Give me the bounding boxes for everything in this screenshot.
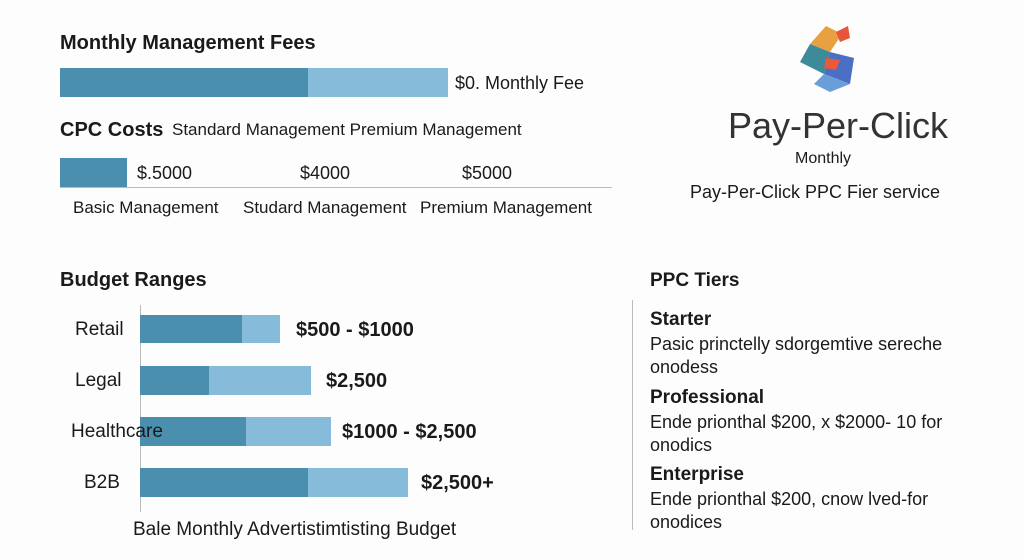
fee-bar [308,68,448,97]
budget-bar [246,417,331,446]
budget-bar [242,315,280,343]
divider [632,300,633,530]
tiers-title: PPC Tiers [650,270,740,291]
budget-category: Healthcare [71,421,163,442]
budget-category: B2B [84,472,120,493]
tier-text: onodics [650,435,713,455]
tier-text: onodess [650,357,719,377]
fees-title: Monthly Management Fees [60,32,316,54]
budget-value: $2,500 [326,370,388,392]
cpc-axis [60,187,612,188]
tier-text: Pasic princtelly sdorgemtive sereche [650,334,943,354]
logo [800,26,854,92]
cpc-price: $4000 [300,163,351,183]
tier-name: Professional [650,387,765,408]
budget-title: Budget Ranges [60,269,207,291]
brand-subtitle: Monthly [795,150,852,167]
cpc-tier: Studard Management [243,198,407,217]
cpc-title: CPC Costs [60,119,164,141]
budget-category: Retail [75,319,124,340]
tier-name: Starter [650,309,712,330]
fee-bar [60,68,308,97]
tier-text: Ende prionthal $200, cnow lved-for [650,489,929,509]
budget-bar [308,468,408,497]
cpc-subtitle: Standard Management Premium Management [172,120,522,139]
cpc-tier: Basic Management [73,198,219,217]
budget-category: Legal [75,370,122,391]
fee-label: $0. Monthly Fee [455,73,585,93]
budget-bar [140,468,308,497]
budget-axis [140,305,141,512]
cpc-bar [60,158,127,187]
budget-bar [140,366,209,395]
cpc-tier: Premium Management [420,198,592,217]
budget-bar [209,366,311,395]
brand-title: Pay-Per-Click [728,105,949,146]
tier-text: onodices [650,512,723,532]
tier-text: Ende prionthal $200, x $2000- 10 for [650,412,943,432]
cpc-price: $5000 [462,163,513,183]
budget-value: $500 - $1000 [296,319,414,341]
budget-value: $1000 - $2,500 [342,421,477,443]
tier-name: Enterprise [650,464,744,485]
budget-bar [140,315,242,343]
cpc-price: $.5000 [137,163,193,183]
budget-bar [140,417,246,446]
brand-tagline: Pay-Per-Click PPC Fier service [690,182,941,202]
budget-axis-label: Bale Monthly Advertistimtisting Budget [133,519,457,540]
budget-value: $2,500+ [421,472,494,494]
